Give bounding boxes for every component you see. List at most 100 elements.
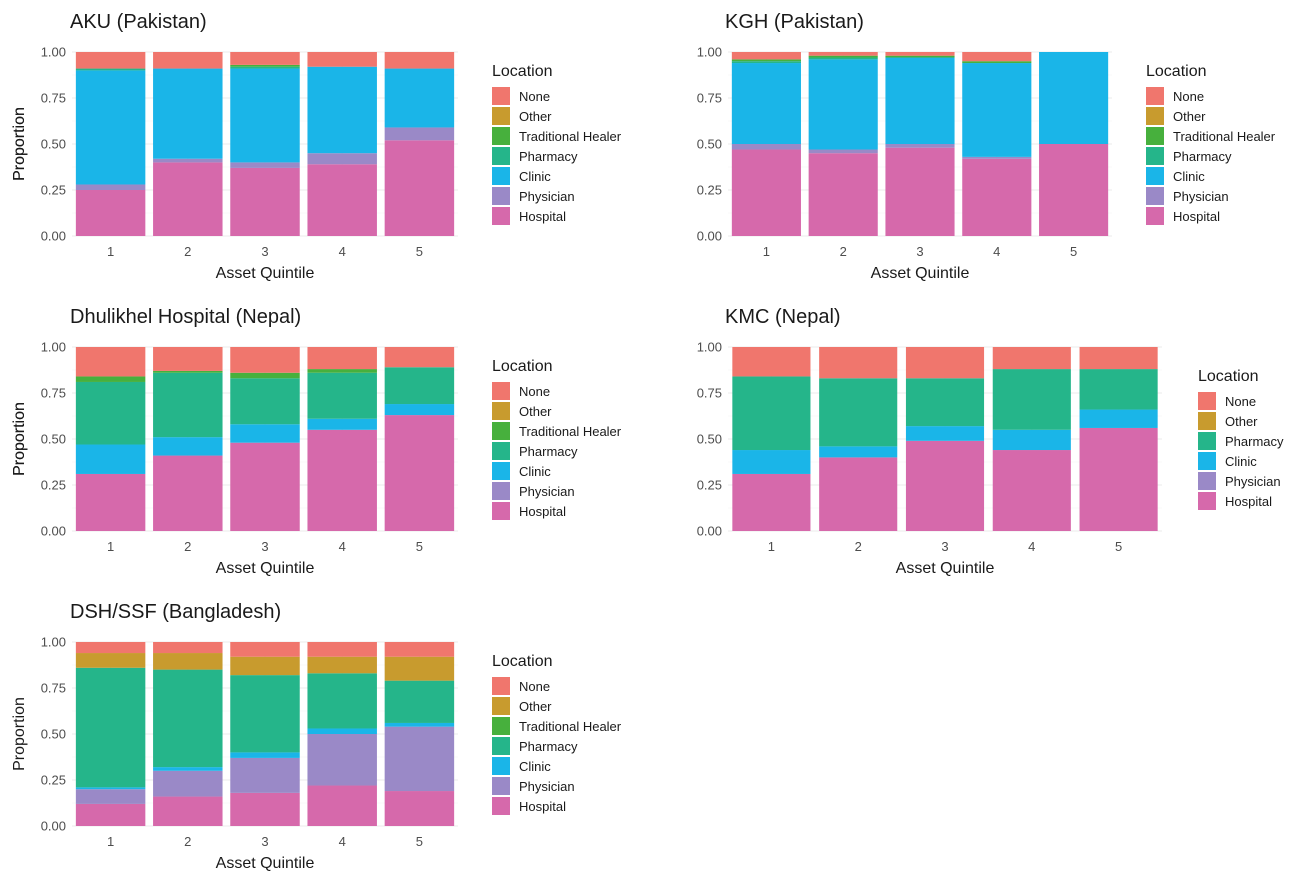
bar-segment-clinic <box>1039 52 1109 144</box>
y-tick-label: 0.75 <box>41 681 66 696</box>
bar-segment-pharmacy <box>75 667 146 788</box>
y-tick-label: 0.75 <box>41 386 66 401</box>
legend-key-hospital <box>492 502 510 520</box>
legend-label: Physician <box>519 189 575 204</box>
x-tick-label: 4 <box>993 244 1000 259</box>
bar-segment-none <box>153 347 223 371</box>
legend-title: Location <box>492 63 553 80</box>
bar-segment-none <box>307 52 377 67</box>
legend-label: Other <box>519 109 552 124</box>
y-tick-label: 0.50 <box>41 432 66 447</box>
legend-label: Other <box>519 404 552 419</box>
legend-key-traditional-healer <box>492 127 510 145</box>
bar-segment-none <box>819 347 898 379</box>
bar-segment-pharmacy <box>153 669 223 768</box>
bar-segment-clinic <box>230 424 300 443</box>
bar-segment-traditional-healer <box>731 59 801 62</box>
bar-segment-pharmacy <box>230 675 300 753</box>
bar-segment-hospital <box>307 429 377 531</box>
panel-title: Dhulikhel Hospital (Nepal) <box>70 306 301 328</box>
bar-segment-clinic <box>1079 409 1158 428</box>
bar-segment-hospital <box>905 440 985 531</box>
bar-segment-clinic <box>153 68 223 159</box>
bar-segment-traditional-healer <box>153 370 223 373</box>
legend-label: Traditional Healer <box>519 424 622 439</box>
bar-segment-clinic <box>75 70 146 185</box>
legend-key-none <box>492 677 510 695</box>
legend-label: None <box>519 384 550 399</box>
legend-label: None <box>1173 89 1204 104</box>
legend-title: Location <box>492 653 553 670</box>
legend-key-other <box>492 107 510 125</box>
legend-key-pharmacy <box>492 442 510 460</box>
bar-segment-hospital <box>384 415 455 531</box>
legend-label: Other <box>1173 109 1206 124</box>
x-tick-label: 2 <box>855 539 862 554</box>
bar-segment-hospital <box>230 792 300 826</box>
legend-key-pharmacy <box>492 147 510 165</box>
legend-label: Physician <box>1225 474 1281 489</box>
x-tick-label: 1 <box>107 539 114 554</box>
y-tick-label: 1.00 <box>41 635 66 650</box>
bar-segment-clinic <box>384 68 455 128</box>
x-axis-label: Asset Quintile <box>896 560 995 577</box>
legend-label: Other <box>519 699 552 714</box>
y-tick-label: 0.25 <box>41 773 66 788</box>
legend-label: None <box>519 679 550 694</box>
bar-segment-hospital <box>384 791 455 826</box>
bar-segment-physician <box>153 158 223 163</box>
bar-segment-physician <box>75 184 146 190</box>
bar-segment-hospital <box>307 164 377 236</box>
chart-panel-3: 0.00 0.25 0.50 0.75 1.00 1 2 3 4 5 Dhulikhel Hospi… <box>11 306 622 577</box>
bar-segment-none <box>307 642 377 657</box>
bar-segment-physician <box>75 789 146 804</box>
bar-segment-clinic <box>75 444 146 474</box>
legend-label: Clinic <box>519 169 551 184</box>
legend-key-clinic <box>1146 167 1164 185</box>
bar-segment-clinic <box>230 68 300 163</box>
bar-segment-none <box>962 52 1032 62</box>
legend-key-other <box>492 697 510 715</box>
y-tick-label: 0.00 <box>41 819 66 834</box>
x-tick-label: 4 <box>339 539 346 554</box>
bar-segment-physician <box>808 149 878 154</box>
bar-segment-traditional-healer <box>962 61 1032 64</box>
y-tick-label: 0.50 <box>41 727 66 742</box>
y-tick-label: 0.25 <box>41 183 66 198</box>
legend-title: Location <box>1198 368 1259 385</box>
bar-segment-pharmacy <box>808 57 878 60</box>
legend-key-hospital <box>492 207 510 225</box>
bar-segment-other <box>384 656 455 681</box>
legend-key-clinic <box>492 167 510 185</box>
legend-label: Traditional Healer <box>519 129 622 144</box>
bar-segment-pharmacy <box>384 680 455 723</box>
bar-segment-pharmacy <box>153 372 223 438</box>
legend-label: Clinic <box>1173 169 1205 184</box>
bar-segment-physician <box>885 144 955 148</box>
bar-segment-physician <box>307 734 377 786</box>
legend-key-physician <box>1198 472 1216 490</box>
x-tick-label: 3 <box>261 834 268 849</box>
legend-label: Hospital <box>1173 209 1220 224</box>
panel-title: KGH (Pakistan) <box>725 11 864 33</box>
bar-segment-physician <box>230 162 300 168</box>
x-tick-label: 2 <box>184 244 191 259</box>
bar-segment-pharmacy <box>307 673 377 729</box>
bar-segment-physician <box>307 153 377 165</box>
chart-panel-4: 0.00 0.25 0.50 0.75 1.00 1 2 3 4 5 KMC (Nepal) Asse… <box>11 306 1284 577</box>
bar-segment-clinic <box>732 450 811 474</box>
bar-segment-hospital <box>153 162 223 236</box>
legend: Location None Other Traditional Healer Pharm… <box>1146 63 1276 225</box>
y-axis-label: Proportion <box>11 697 28 771</box>
bar-segment-clinic <box>885 57 955 144</box>
bar-segment-none <box>230 642 300 657</box>
bar-segment-clinic <box>384 722 455 727</box>
bar-segment-clinic <box>819 446 898 458</box>
bar-segment-none <box>732 347 811 377</box>
legend-title: Location <box>1146 63 1207 80</box>
bar-segment-pharmacy <box>307 372 377 419</box>
x-tick-label: 2 <box>840 244 847 259</box>
bar-segment-clinic <box>992 429 1071 451</box>
